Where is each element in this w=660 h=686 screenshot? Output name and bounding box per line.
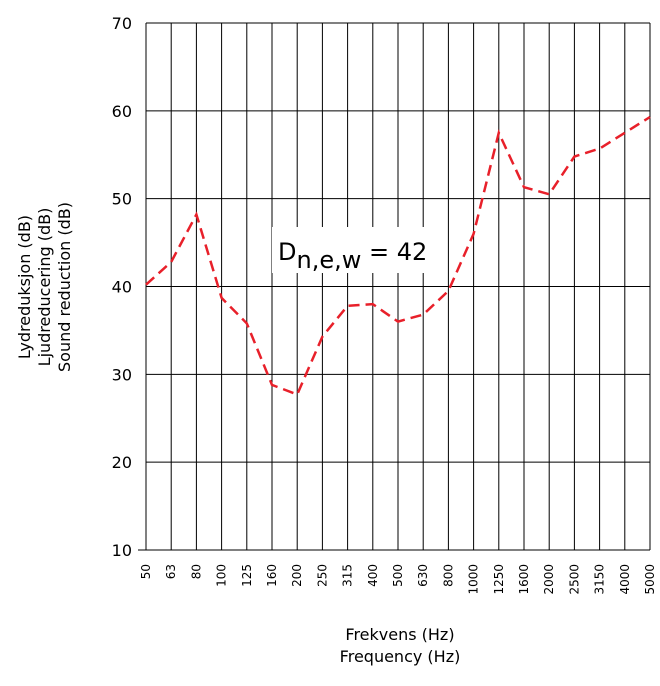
x-tick-label: 160 [265,564,279,587]
x-tick-label: 500 [391,564,405,587]
x-tick-label: 200 [290,564,304,587]
x-tick-label: 400 [366,564,380,587]
annotation-suffix: = 42 [361,238,427,266]
x-tick-label: 5000 [643,564,657,595]
x-axis-title-line-1: Frekvens (Hz) [345,625,454,644]
y-tick-label: 50 [112,190,132,209]
x-tick-label: 250 [315,564,329,587]
x-tick-label: 2000 [542,564,556,595]
annotation-box [272,227,438,273]
annotation-subscript: n,e,w [296,246,361,274]
x-tick-label: 100 [215,564,229,587]
y-tick-label: 70 [112,14,132,33]
x-tick-label: 1250 [492,564,506,595]
x-tick-label: 1600 [517,564,531,595]
x-tick-label: 315 [341,564,355,587]
y-tick-labels: 10 20 30 40 50 60 70 [112,14,132,560]
series-line [145,115,651,397]
x-tick-label: 2500 [567,564,581,595]
y-tick-label: 60 [112,102,132,121]
y-axis-title-line-1: Lydreduksjon (dB) [15,215,34,359]
y-tick-label: 40 [112,278,132,297]
y-axis-title-line-3: Sound reduction (dB) [55,202,74,372]
x-tick-label: 800 [441,564,455,587]
x-tick-label: 4000 [618,564,632,595]
x-tick-label: 63 [164,564,178,579]
x-tick-label: 80 [189,564,203,579]
x-tick-label: 3150 [593,564,607,595]
grid [138,22,651,551]
x-tick-label: 50 [139,564,153,579]
y-axis-title-line-2: Ljudreducering (dB) [35,208,54,367]
x-axis-title-line-2: Frequency (Hz) [340,647,461,666]
annotation-main: D [278,238,296,266]
x-tick-labels: 50 63 80 100 125 160 200 250 315 400 500 630 800 1000… [139,564,657,595]
x-tick-label: 630 [416,564,430,587]
x-tick-label: 125 [240,564,254,587]
y-tick-label: 10 [112,541,132,560]
y-tick-label: 30 [112,365,132,384]
annotation-text: Dn,e,w = 42 [278,238,427,274]
x-tick-label: 1000 [467,564,481,595]
y-tick-label: 20 [112,453,132,472]
